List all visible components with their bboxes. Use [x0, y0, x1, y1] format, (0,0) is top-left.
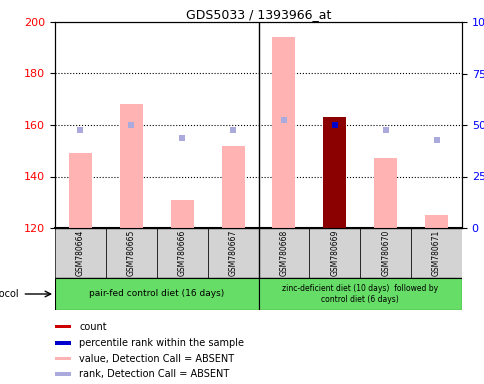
Text: percentile rank within the sample: percentile rank within the sample	[79, 338, 244, 348]
Bar	[106, 228, 156, 278]
Bar	[258, 278, 461, 310]
Bar	[55, 341, 71, 345]
Bar	[424, 215, 447, 228]
Bar	[156, 228, 207, 278]
Bar	[120, 104, 142, 228]
Text: GSM780669: GSM780669	[330, 230, 339, 276]
Bar	[309, 228, 360, 278]
Text: count: count	[79, 321, 107, 331]
Bar	[55, 372, 71, 376]
Bar	[69, 153, 91, 228]
Bar	[55, 324, 71, 328]
Text: GSM780665: GSM780665	[126, 230, 136, 276]
Text: GSM780667: GSM780667	[228, 230, 237, 276]
Bar	[410, 228, 461, 278]
Text: value, Detection Call = ABSENT: value, Detection Call = ABSENT	[79, 354, 234, 364]
Bar	[272, 38, 295, 228]
Text: GSM780666: GSM780666	[177, 230, 186, 276]
Bar	[170, 200, 193, 228]
Text: zinc-deficient diet (10 days)  followed by
control diet (6 days): zinc-deficient diet (10 days) followed b…	[282, 284, 438, 304]
Bar	[323, 117, 346, 228]
Bar	[207, 228, 258, 278]
Title: GDS5033 / 1393966_at: GDS5033 / 1393966_at	[185, 8, 331, 21]
Text: pair-fed control diet (16 days): pair-fed control diet (16 days)	[89, 290, 224, 298]
Text: GSM780664: GSM780664	[76, 230, 85, 276]
Bar	[360, 228, 410, 278]
Bar	[258, 228, 309, 278]
Bar	[55, 278, 258, 310]
Text: GSM780671: GSM780671	[431, 230, 440, 276]
Bar	[221, 146, 244, 228]
Text: GSM780670: GSM780670	[380, 230, 390, 276]
Text: rank, Detection Call = ABSENT: rank, Detection Call = ABSENT	[79, 369, 229, 379]
Text: GSM780668: GSM780668	[279, 230, 288, 276]
Text: growth protocol: growth protocol	[0, 289, 18, 299]
Bar	[374, 159, 396, 228]
Bar	[55, 228, 106, 278]
Bar	[55, 357, 71, 361]
